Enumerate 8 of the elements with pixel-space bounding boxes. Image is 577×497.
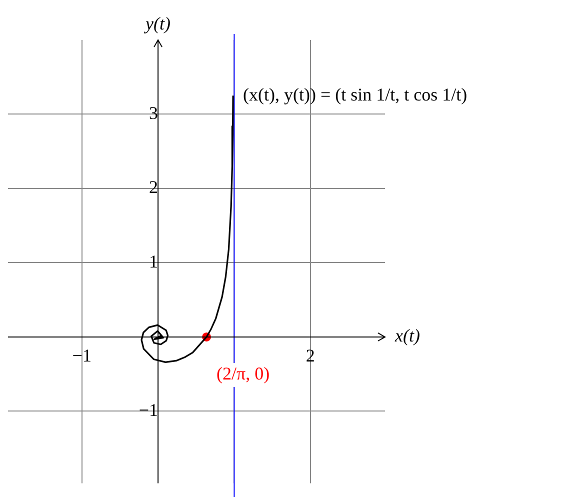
y-tick-label: 3 — [149, 102, 158, 123]
y-axis-title: y(t) — [144, 14, 171, 34]
annotation: (2/π, 0) — [216, 364, 270, 384]
x-axis-title: x(t) — [394, 326, 420, 346]
y-tick-label: 1 — [149, 251, 158, 272]
y-tick-label: −1 — [138, 400, 158, 420]
y-tick-label: 2 — [149, 177, 158, 198]
annotation: (x(t), y(t)) = (t sin 1/t, t cos 1/t) — [243, 84, 468, 104]
